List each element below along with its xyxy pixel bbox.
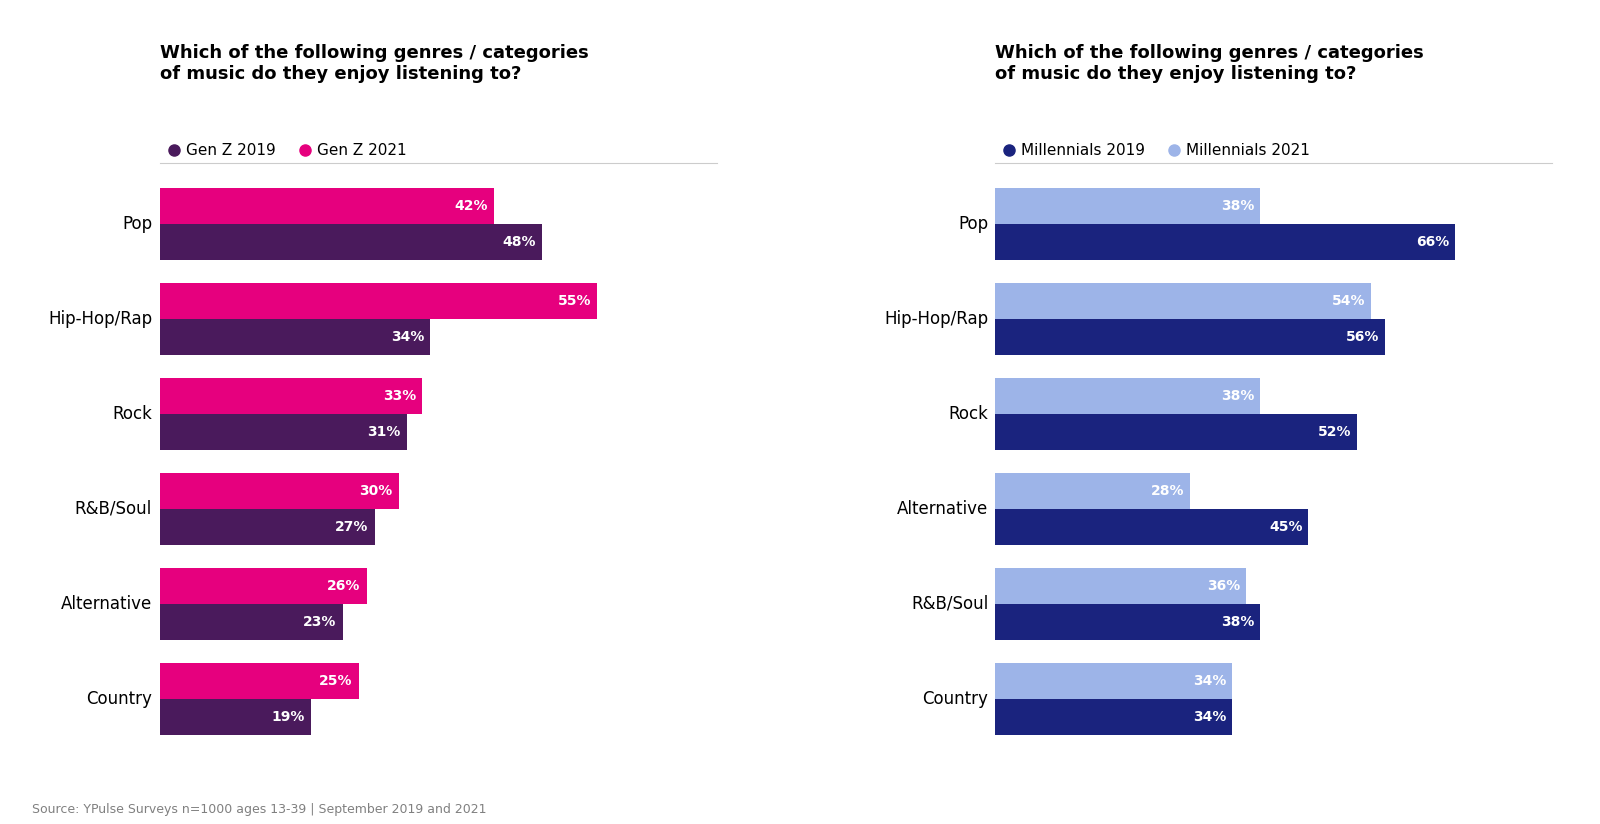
Text: Pop: Pop <box>958 215 989 233</box>
Text: Which of the following genres / categories
of music do they enjoy listening to?: Which of the following genres / categori… <box>160 44 589 83</box>
Text: Country: Country <box>922 690 989 708</box>
Bar <box>995 662 1232 699</box>
Bar <box>160 568 366 604</box>
Bar <box>160 414 406 450</box>
Text: Source: YPulse Surveys n=1000 ages 13-39 | September 2019 and 2021: Source: YPulse Surveys n=1000 ages 13-39… <box>32 803 486 816</box>
Text: 66%: 66% <box>1416 236 1450 249</box>
Text: Rock: Rock <box>112 405 152 423</box>
Text: 56%: 56% <box>1346 330 1379 344</box>
Bar <box>160 699 310 735</box>
Bar <box>995 699 1232 735</box>
Text: 55%: 55% <box>558 294 590 308</box>
Text: 34%: 34% <box>390 330 424 344</box>
Legend: Millennials 2019, Millennials 2021: Millennials 2019, Millennials 2021 <box>1003 143 1310 158</box>
Text: Alternative: Alternative <box>61 595 152 613</box>
Bar <box>995 378 1259 414</box>
Text: 34%: 34% <box>1194 709 1226 723</box>
Text: 33%: 33% <box>382 389 416 403</box>
Text: Hip-Hop/Rap: Hip-Hop/Rap <box>48 310 152 328</box>
Bar <box>160 604 342 639</box>
Bar <box>160 662 358 699</box>
Bar <box>995 283 1371 319</box>
Text: 27%: 27% <box>334 520 368 534</box>
Bar <box>995 414 1357 450</box>
Text: Country: Country <box>86 690 152 708</box>
Bar <box>160 473 398 509</box>
Text: 38%: 38% <box>1221 389 1254 403</box>
Bar <box>995 224 1454 260</box>
Text: R&B/Soul: R&B/Soul <box>910 595 989 613</box>
Text: 38%: 38% <box>1221 615 1254 629</box>
Text: 45%: 45% <box>1269 520 1302 534</box>
Text: 36%: 36% <box>1206 578 1240 592</box>
Bar <box>160 378 422 414</box>
Text: 30%: 30% <box>358 484 392 498</box>
Bar <box>160 224 542 260</box>
Text: 52%: 52% <box>1318 425 1352 439</box>
Text: Hip-Hop/Rap: Hip-Hop/Rap <box>885 310 989 328</box>
Text: 31%: 31% <box>366 425 400 439</box>
Legend: Gen Z 2019, Gen Z 2021: Gen Z 2019, Gen Z 2021 <box>168 143 406 158</box>
Text: 54%: 54% <box>1331 294 1365 308</box>
Text: 34%: 34% <box>1194 674 1226 687</box>
Bar <box>995 568 1246 604</box>
Text: 48%: 48% <box>502 236 536 249</box>
Text: 38%: 38% <box>1221 199 1254 213</box>
Bar <box>160 283 597 319</box>
Text: R&B/Soul: R&B/Soul <box>75 500 152 517</box>
Text: 26%: 26% <box>326 578 360 592</box>
Bar <box>995 473 1190 509</box>
Text: 23%: 23% <box>304 615 336 629</box>
Text: Rock: Rock <box>949 405 989 423</box>
Bar <box>995 188 1259 224</box>
Text: 42%: 42% <box>454 199 488 213</box>
Bar <box>160 509 374 545</box>
Text: Pop: Pop <box>122 215 152 233</box>
Text: 19%: 19% <box>272 709 304 723</box>
Bar <box>995 604 1259 639</box>
Bar <box>160 319 430 355</box>
Bar <box>160 188 494 224</box>
Bar <box>995 509 1309 545</box>
Bar <box>995 319 1386 355</box>
Text: Alternative: Alternative <box>898 500 989 517</box>
Text: Which of the following genres / categories
of music do they enjoy listening to?: Which of the following genres / categori… <box>995 44 1424 83</box>
Text: 25%: 25% <box>318 674 352 687</box>
Text: 28%: 28% <box>1150 484 1184 498</box>
